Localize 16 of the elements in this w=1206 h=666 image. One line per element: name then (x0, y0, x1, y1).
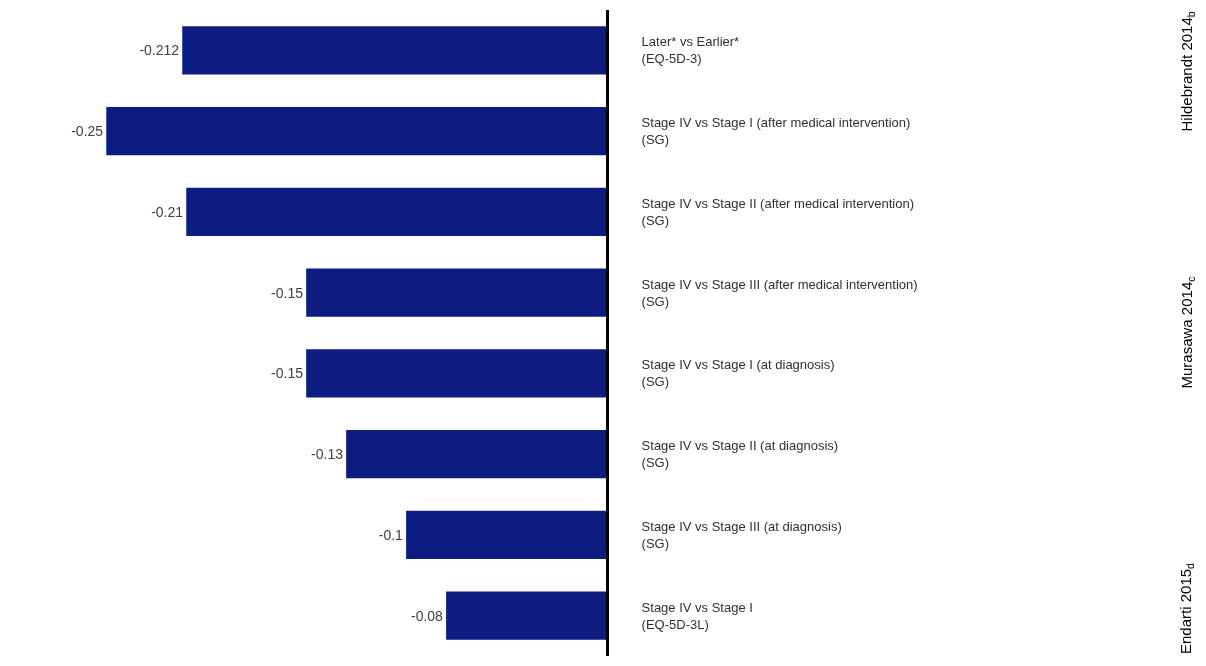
data-label: -0.15 (271, 284, 304, 301)
y-tick-label: Later* vs Earlier* (EQ-5D-3) (641, 34, 740, 67)
data-label: -0.212 (139, 42, 180, 59)
data-label: -0.21 (151, 203, 184, 220)
y-tick-label: Stage IV vs Stage II (after medical intervention) (SG) (641, 195, 915, 228)
y-tick-label: Stage IV vs Stage I (EQ-5D-3L) (641, 599, 753, 632)
y-tick-label: Stage IV vs Stage III (at diagnosis) (SG) (641, 518, 842, 551)
data-label: -0.08 (410, 607, 444, 624)
y-tick-label: Stage IV vs Stage I (at diagnosis) (SG) (641, 357, 835, 390)
y-tick-label: Stage IV vs Stage III (after medical intervention) (SG) (641, 276, 918, 309)
data-label: -0.1 (378, 526, 404, 543)
data-label: -0.13 (311, 446, 344, 463)
data-label: -0.25 (71, 123, 104, 140)
data-label: -0.15 (271, 365, 304, 382)
y-tick-label: Stage IV vs Stage I (after medical intervention) (SG) (641, 115, 911, 148)
y-tick-label: Stage IV vs Stage II (at diagnosis) (SG) (641, 438, 839, 471)
